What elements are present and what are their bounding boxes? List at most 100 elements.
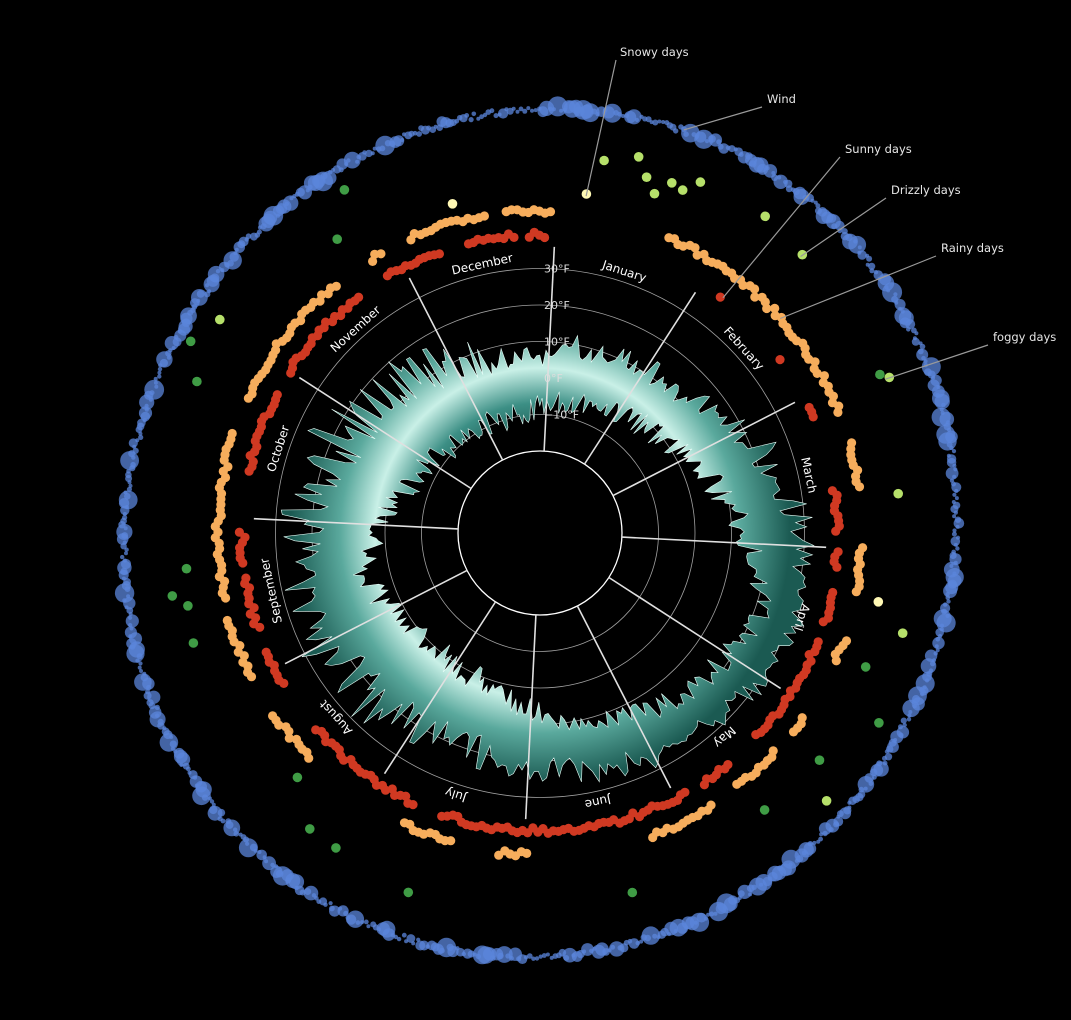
- month-label: March: [798, 456, 819, 495]
- wind-dot: [366, 924, 371, 929]
- wind-dot: [657, 119, 662, 124]
- wind-dot: [518, 106, 524, 112]
- wind-dot: [816, 839, 821, 844]
- month-label: February: [721, 324, 767, 373]
- wind-dot: [894, 299, 906, 310]
- wind-dot: [137, 665, 142, 670]
- drizzly-days-dot: [633, 152, 644, 162]
- wind-dot: [919, 343, 926, 350]
- rainy-days-dot: [738, 280, 748, 290]
- wind-dot: [815, 203, 821, 209]
- wind-dot: [345, 915, 351, 921]
- wind-dot: [322, 170, 337, 185]
- wind-dot: [289, 196, 294, 201]
- foggy-days-dot: [814, 755, 825, 765]
- wind-dot: [264, 859, 269, 864]
- rainy-days-dot: [692, 250, 702, 260]
- drizzly-days-dot: [649, 188, 660, 199]
- sunny-days-dot: [354, 292, 364, 302]
- wind-dot: [718, 143, 730, 154]
- month-spoke: [543, 246, 556, 452]
- legend-leader-line: [885, 344, 989, 380]
- wind-dot: [709, 911, 715, 917]
- legend-leader-line: [683, 106, 763, 131]
- wind-dot: [522, 108, 528, 114]
- sunny-days-dot: [699, 780, 710, 790]
- wind-dot: [661, 120, 666, 124]
- legend-label-snowy-days: Snowy days: [620, 45, 689, 59]
- sunny-days-dot: [346, 755, 356, 765]
- rainy-days-dot: [368, 256, 378, 266]
- rainy-days-dot: [762, 303, 772, 314]
- wind-dot: [493, 113, 499, 119]
- wind-dot: [951, 482, 962, 493]
- wind-dot: [400, 138, 405, 142]
- wind-dot: [238, 832, 243, 837]
- wind-dot: [945, 467, 959, 480]
- temperature-band-area: [280, 334, 815, 783]
- wind-dot: [953, 510, 959, 515]
- rainy-days-dot: [268, 711, 278, 721]
- wind-dot: [626, 109, 642, 125]
- wind-dot: [159, 733, 179, 752]
- wind-dot: [941, 402, 946, 408]
- wind-dot: [940, 623, 944, 628]
- rainy-days-dot: [833, 407, 843, 417]
- wind-dot: [138, 661, 143, 666]
- wind-dot: [810, 198, 815, 203]
- rainy-days-dot: [770, 303, 780, 313]
- rainy-days-dot: [331, 281, 341, 291]
- temperature-band: [280, 334, 815, 783]
- wind-dot: [489, 108, 495, 114]
- rainy-days-dot: [812, 368, 822, 378]
- wind-dot: [939, 411, 955, 427]
- sunny-days-dot: [403, 798, 413, 808]
- wind-dot: [415, 940, 426, 951]
- grid-circle: [275, 268, 805, 798]
- month-spoke: [524, 614, 537, 820]
- wind-dot: [837, 228, 843, 234]
- wind-dot: [122, 558, 127, 563]
- foggy-days-dot: [331, 843, 341, 853]
- wind-dot: [126, 468, 131, 474]
- wind-dot: [464, 113, 470, 118]
- wind-dot: [416, 937, 421, 942]
- wind-dot: [120, 554, 125, 560]
- sunny-days-dot: [434, 249, 444, 259]
- wind-dot: [954, 496, 959, 501]
- wind-dot: [157, 370, 162, 375]
- month-label: July: [443, 785, 469, 805]
- rainy-days-dot: [648, 832, 658, 843]
- wind-dot: [955, 546, 960, 551]
- sunny-days-dot: [272, 390, 282, 400]
- wind-dot: [154, 704, 160, 711]
- wind-dot: [951, 531, 957, 537]
- temp-tick-label: 20°F: [544, 299, 570, 312]
- wind-dot: [932, 636, 945, 650]
- wind-dot: [793, 188, 810, 205]
- wind-dot: [906, 327, 911, 332]
- wind-dot: [645, 116, 652, 123]
- wind-dot: [319, 897, 328, 906]
- wind-dot: [454, 118, 460, 124]
- wind-dot: [479, 114, 484, 120]
- wind-dot: [124, 551, 128, 556]
- rainy-days-dot: [284, 733, 294, 743]
- rainy-days-dot: [819, 371, 830, 381]
- wind-dot: [468, 117, 474, 123]
- wind-dot: [173, 749, 178, 754]
- wind-dot: [857, 250, 867, 260]
- rainy-days-dot: [810, 357, 820, 367]
- rainy-days-dot: [227, 428, 237, 439]
- wind-dot: [694, 129, 714, 149]
- wind-dot: [952, 463, 957, 468]
- rainy-days-dot: [494, 850, 504, 860]
- wind-dot: [245, 233, 252, 239]
- wind-dot: [639, 939, 644, 944]
- month-label: June: [584, 792, 613, 811]
- legend-leader-line: [800, 197, 887, 257]
- wind-dot: [946, 599, 951, 604]
- month-spoke: [408, 277, 504, 461]
- wind-dot: [153, 376, 158, 381]
- wind-dot: [713, 911, 718, 916]
